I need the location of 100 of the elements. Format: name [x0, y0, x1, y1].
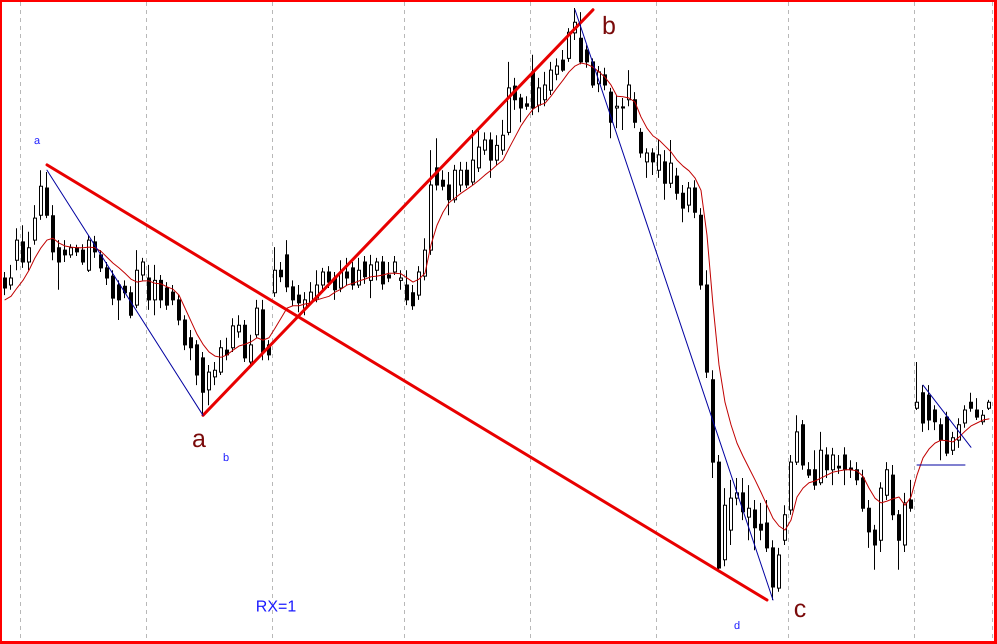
- candlestick: [633, 92, 637, 129]
- candlestick: [297, 284, 301, 313]
- candlestick: [663, 150, 667, 200]
- candlestick: [105, 261, 109, 286]
- candlestick: [897, 510, 901, 570]
- candlestick: [117, 280, 121, 320]
- candlestick: [429, 150, 433, 256]
- candlestick: [801, 420, 805, 470]
- candlestick: [585, 44, 589, 68]
- candlestick: [885, 462, 889, 500]
- annotation: a: [192, 425, 206, 453]
- candlestick: [201, 351, 205, 416]
- candlestick: [129, 286, 133, 319]
- candlestick: [189, 330, 193, 361]
- candlestick: [351, 261, 355, 290]
- candlestick: [693, 180, 697, 219]
- candlestick: [627, 70, 631, 107]
- candlestick: [387, 261, 391, 283]
- candlestick: [909, 479, 913, 512]
- candlestick: [945, 411, 949, 457]
- candlestick: [843, 446, 847, 486]
- candlestick: [903, 492, 907, 553]
- candlestick: [339, 260, 343, 293]
- candlestick: [951, 431, 955, 456]
- text: d: [734, 620, 740, 632]
- candlestick: [531, 54, 535, 116]
- candlestick: [849, 460, 853, 479]
- candlestick: [57, 240, 61, 290]
- candlestick: [393, 256, 397, 276]
- candlestick: [183, 314, 187, 351]
- candlestick: [489, 132, 493, 178]
- candlestick: [687, 182, 691, 213]
- candlestick: [249, 334, 253, 366]
- candlestick: [465, 161, 469, 188]
- candlestick: [327, 266, 331, 289]
- annotation: a: [34, 135, 41, 147]
- candlestick: [399, 270, 403, 290]
- candlestick: [423, 238, 427, 281]
- candlestick: [153, 264, 157, 316]
- candlestick: [501, 119, 505, 156]
- candlestick: [135, 250, 139, 309]
- candlestick: [279, 261, 283, 283]
- candlestick: [69, 244, 73, 258]
- candlestick: [165, 282, 169, 310]
- candlestick: [21, 224, 25, 268]
- candlestick: [255, 299, 259, 338]
- candlestick: [195, 340, 199, 386]
- candlestick: [33, 204, 37, 246]
- candlestick: [177, 294, 181, 326]
- candlestick: [15, 228, 19, 271]
- candlestick: [207, 364, 211, 406]
- candlestick: [219, 340, 223, 376]
- candlestick: [765, 499, 769, 553]
- candlestick: [705, 270, 709, 378]
- candlestick: [459, 161, 463, 193]
- candlestick: [273, 246, 277, 298]
- candlestick: [561, 50, 565, 72]
- candlestick: [51, 204, 55, 261]
- candlestick: [975, 398, 979, 421]
- candlestick: [441, 170, 445, 191]
- candlestick: [261, 299, 265, 361]
- candlestick: [231, 318, 235, 352]
- candlestick: [543, 71, 547, 107]
- candlestick: [783, 504, 787, 546]
- candlestick: [411, 284, 415, 310]
- candlestick: [9, 264, 13, 290]
- candlestick: [867, 499, 871, 548]
- candlestick: [141, 257, 145, 281]
- candlestick: [939, 418, 943, 461]
- candlestick: [819, 431, 823, 486]
- candlestick: [381, 256, 385, 290]
- candlestick: [405, 270, 409, 306]
- candlestick: [27, 231, 31, 271]
- annotation: c: [794, 595, 806, 623]
- candlestick: [861, 469, 865, 512]
- candlestick: [495, 134, 499, 166]
- candlestick: [621, 97, 625, 130]
- candlestick: [39, 170, 43, 220]
- candlestick: [417, 266, 421, 300]
- candlestick: [777, 547, 781, 592]
- candlestick: [483, 132, 487, 156]
- candlestick: [723, 488, 727, 567]
- annotation: b: [602, 12, 616, 40]
- candlestick: [711, 370, 715, 479]
- candlestick: [645, 148, 649, 178]
- candlestick: [741, 478, 745, 521]
- candlestick: [669, 140, 673, 188]
- candlestick: [879, 482, 883, 553]
- candlestick: [771, 540, 775, 600]
- candlestick: [357, 257, 361, 289]
- candlestick: [537, 77, 541, 113]
- candlestick: [159, 274, 163, 309]
- candlestick: [969, 392, 973, 412]
- candlestick: [747, 484, 751, 541]
- candlestick: [759, 502, 763, 541]
- candlestick: [213, 362, 217, 386]
- candlestick: [81, 244, 85, 266]
- candlestick: [699, 208, 703, 290]
- candlestick: [375, 257, 379, 281]
- candlestick: [825, 446, 829, 479]
